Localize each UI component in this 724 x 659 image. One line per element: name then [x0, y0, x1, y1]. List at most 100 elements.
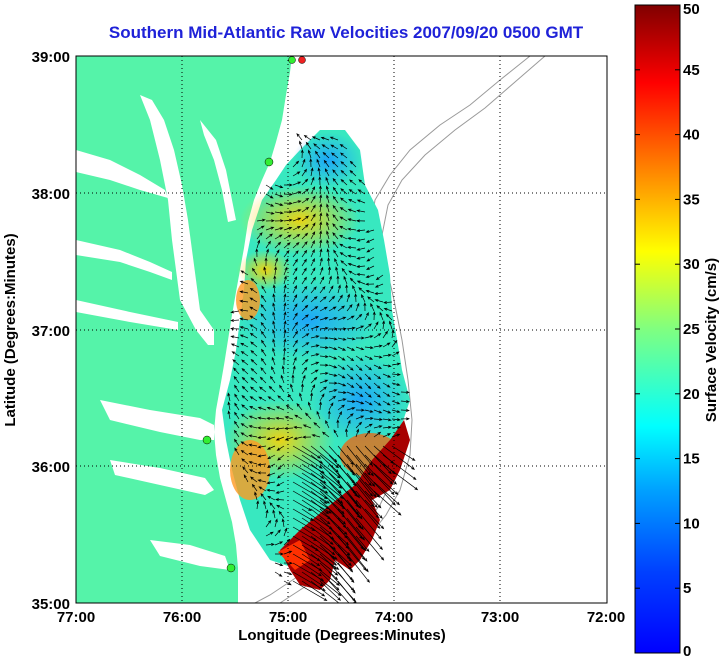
velocity-arrow	[230, 327, 240, 331]
velocity-arrow	[257, 479, 267, 483]
velocity-arrow	[355, 535, 370, 553]
velocity-arrow	[319, 508, 348, 536]
velocity-arrow	[355, 472, 377, 498]
velocity-arrow	[355, 421, 363, 429]
velocity-arrow	[337, 316, 347, 321]
colorbar-gradient	[634, 4, 681, 654]
velocity-arrow	[310, 344, 320, 348]
velocity-arrow	[346, 407, 356, 411]
velocity-arrow	[319, 239, 323, 249]
velocity-arrow	[349, 169, 357, 177]
velocity-arrow	[267, 463, 276, 468]
velocity-arrow	[328, 337, 338, 341]
velocity-arrow	[346, 326, 356, 330]
velocity-arrow	[256, 239, 261, 249]
velocity-arrow	[356, 229, 366, 233]
velocity-arrow	[274, 552, 284, 556]
velocity-arrow	[313, 143, 321, 150]
velocity-arrow	[391, 425, 401, 429]
velocity-arrow	[269, 375, 276, 384]
velocity-arrow	[328, 381, 338, 385]
velocity-arrow	[240, 441, 249, 447]
velocity-arrow	[292, 217, 302, 222]
velocity-arrow	[310, 248, 315, 258]
station-marker	[288, 56, 296, 64]
velocity-arrow	[310, 517, 333, 535]
velocity-arrow	[313, 422, 321, 429]
velocity-arrow	[268, 385, 276, 393]
velocity-arrow	[310, 490, 328, 504]
velocity-arrow	[365, 274, 375, 278]
colorbar-tick-label: 15	[683, 451, 700, 468]
velocity-arrow	[346, 481, 360, 499]
velocity-arrow	[265, 543, 275, 547]
velocity-arrow	[346, 499, 363, 520]
velocity-arrow	[349, 277, 357, 285]
velocity-arrow	[253, 257, 258, 267]
velocity-arrow	[257, 454, 267, 458]
velocity-arrow	[249, 405, 258, 411]
velocity-arrow	[328, 346, 338, 351]
velocity-arrow	[274, 184, 284, 189]
velocity-arrow	[340, 260, 348, 267]
velocity-arrow	[310, 392, 314, 402]
velocity-field	[222, 130, 410, 590]
velocity-arrow	[234, 384, 240, 393]
velocity-arrow	[325, 419, 330, 429]
velocity-arrow	[319, 230, 323, 240]
velocity-arrow	[310, 562, 340, 586]
y-tick-label: 39:00	[32, 49, 70, 66]
velocity-arrow	[251, 483, 258, 492]
velocity-arrow	[274, 241, 282, 249]
velocity-arrow	[248, 443, 258, 447]
velocity-arrow	[240, 449, 249, 456]
velocity-arrow	[346, 445, 371, 476]
velocity-arrow	[319, 306, 328, 312]
velocity-arrow	[277, 454, 285, 461]
velocity-arrow	[365, 282, 375, 286]
station-marker	[202, 435, 212, 445]
velocity-arrow	[370, 302, 375, 312]
velocity-arrow	[337, 553, 354, 573]
colorbar-tick-label: 25	[683, 321, 700, 338]
velocity-arrow	[256, 225, 265, 231]
velocity-arrow	[258, 396, 267, 402]
velocity-arrow	[346, 364, 354, 371]
velocity-arrow	[318, 401, 322, 411]
velocity-arrow	[364, 373, 372, 381]
velocity-arrow	[310, 286, 317, 294]
velocity-arrow	[242, 466, 249, 474]
velocity-arrow	[292, 285, 298, 294]
velocity-arrow	[358, 179, 366, 186]
velocity-arrow	[346, 419, 351, 429]
velocity-arrow	[349, 160, 357, 168]
velocity-arrow	[275, 427, 285, 431]
velocity-arrow	[260, 493, 267, 501]
velocity-arrow	[241, 394, 249, 402]
velocity-arrow	[355, 346, 365, 351]
velocity-arrow	[328, 580, 350, 603]
velocity-arrow	[321, 431, 330, 438]
velocity-arrow	[337, 346, 347, 351]
velocity-arrow	[230, 343, 240, 348]
velocity-arrow	[292, 481, 331, 504]
velocity-arrow	[319, 316, 329, 321]
velocity-arrow	[347, 218, 357, 222]
velocity-arrow	[337, 398, 347, 402]
velocity-arrow	[265, 184, 274, 190]
velocity-arrow	[356, 219, 366, 223]
velocity-arrow	[346, 454, 372, 487]
x-axis-label: Longitude (Degrees:Minutes)	[238, 627, 446, 644]
velocity-arrow	[373, 391, 381, 398]
velocity-arrow	[265, 211, 275, 215]
velocity-arrow	[319, 371, 329, 375]
velocity-arrow	[230, 310, 240, 314]
velocity-arrow	[346, 346, 356, 351]
velocity-arrow	[302, 424, 312, 429]
velocity-arrow	[241, 359, 249, 366]
velocity-arrow	[267, 454, 276, 460]
velocity-arrow	[326, 203, 330, 213]
velocity-arrow	[349, 179, 357, 186]
velocity-arrow	[283, 210, 293, 214]
velocity-arrow	[364, 445, 392, 475]
